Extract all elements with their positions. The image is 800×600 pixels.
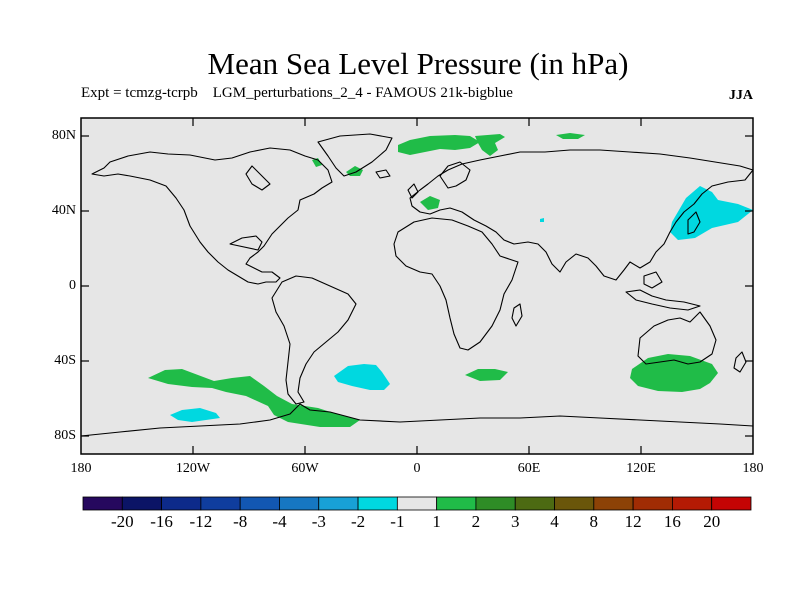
north-atlantic-green-1 (398, 135, 480, 155)
hudson-bay (245, 165, 271, 191)
south-pacific-green (148, 369, 360, 427)
colorbar-label: -3 (311, 512, 326, 531)
colorbar-swatch (357, 496, 398, 511)
colorbar-label: -8 (233, 512, 248, 531)
borneo-coast (643, 271, 663, 289)
labrador-green (312, 158, 322, 167)
colorbar-label: -1 (390, 512, 405, 531)
north-america-coast (91, 147, 333, 285)
british-isles (407, 183, 419, 199)
colorbar-label: 16 (663, 512, 681, 531)
lon-label-60e: 60E (517, 461, 541, 476)
colorbar-label: 8 (589, 512, 599, 531)
colorbar-swatch (554, 496, 595, 511)
nw-pacific-cyan (670, 186, 753, 240)
colorbar-swatch (239, 496, 280, 511)
plot-title: Mean Sea Level Pressure (in hPa) (207, 46, 629, 81)
lat-label-40n: 40N (51, 203, 76, 218)
lon-label-180e: 180 (742, 461, 764, 476)
colorbar-swatch (514, 496, 555, 511)
africa-coast (393, 217, 519, 351)
australia-coast (637, 311, 717, 365)
arctic-green (556, 133, 585, 139)
lon-label-120e: 120E (626, 461, 656, 476)
madagascar-coast (511, 303, 523, 327)
scandinavia-coast (439, 161, 471, 189)
colorbar-swatch (672, 496, 713, 511)
colorbar-label: 2 (471, 512, 481, 531)
colorbar-swatch (161, 496, 202, 511)
south-atlantic-cyan (334, 364, 390, 390)
lat-label-40s: 40S (54, 353, 76, 368)
eurasia-coast (409, 149, 754, 281)
colorbar-swatch (396, 496, 438, 511)
colorbar-label: -20 (110, 512, 134, 531)
greenland-coast (317, 133, 393, 177)
colorbar-label: -12 (189, 512, 213, 531)
japan-coast (687, 211, 701, 235)
colorbar-label: 4 (550, 512, 559, 531)
new-zealand-coast (733, 351, 747, 373)
colorbar-swatch (632, 496, 673, 511)
lon-label-180w: 180 (70, 461, 92, 476)
colorbar-swatch (318, 496, 359, 511)
antarctica-coast (80, 403, 754, 437)
lat-label-80s: 80S (54, 428, 76, 443)
colorbar-swatch (593, 496, 634, 511)
tiny-cyan-1 (540, 218, 544, 222)
south-america-coast (271, 275, 357, 405)
colorbar-label: 20 (703, 512, 721, 531)
lat-label-0: 0 (69, 278, 76, 293)
colorbar-swatch (200, 496, 241, 511)
coastlines (80, 133, 754, 437)
colorbar-label: -2 (351, 512, 366, 531)
lat-label-80n: 80N (51, 128, 76, 143)
south-indian-green (465, 369, 508, 381)
colorbar-label: 1 (432, 512, 441, 531)
colorbar-swatch (82, 496, 123, 511)
colorbar-label: -4 (272, 512, 287, 531)
colorbar-swatch (121, 496, 162, 511)
iceland-coast (375, 169, 391, 179)
lon-label-60w: 60W (291, 461, 319, 476)
colorbar-swatch (279, 496, 320, 511)
colorbar-label: 3 (510, 512, 520, 531)
colorbar-label: -16 (150, 512, 173, 531)
amundsen-cyan (170, 408, 220, 422)
colorbar-label: 12 (624, 512, 642, 531)
anomaly-regions (148, 133, 753, 427)
map-background (81, 118, 753, 454)
axis-ticks (81, 118, 753, 454)
indonesia-coast (625, 289, 701, 311)
colorbar-swatch (475, 496, 516, 511)
colorbar (82, 496, 752, 511)
experiment-subtitle: Expt = tcmzg-tcrpb LGM_perturbations_2_4… (81, 85, 513, 101)
europe-green (420, 196, 440, 210)
lon-label-0: 0 (413, 461, 421, 476)
north-atlantic-green-2 (475, 134, 505, 156)
season-label: JJA (728, 88, 753, 103)
lon-label-120w: 120W (175, 461, 211, 476)
gulf-coast (229, 235, 263, 251)
colorbar-swatch (711, 496, 752, 511)
colorbar-swatch (436, 496, 477, 511)
